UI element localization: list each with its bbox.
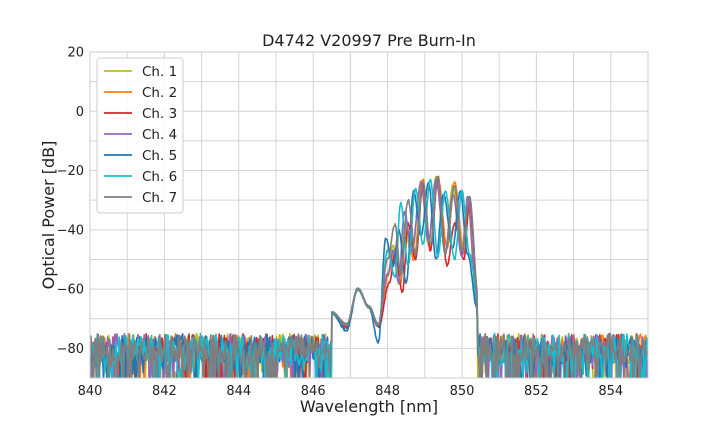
legend-entry: Ch. 7 [142,190,177,206]
series-line-3 [90,177,648,378]
x-axis-label: Wavelength [nm] [300,397,438,416]
x-tick-labels: 840 842 844 846 848 850 852 854 [78,384,624,399]
series-line-5 [90,181,648,378]
legend-entry: Ch. 2 [142,85,177,101]
y-tick-label: 20 [67,46,84,61]
x-tick-label: 840 [78,384,103,399]
series-line-7 [90,175,648,378]
series-line-6 [90,178,648,378]
y-tick-labels: −80 −60 −40 −20 0 20 [57,46,84,357]
plot-series [90,175,648,378]
y-tick-label: 0 [76,105,84,120]
y-tick-label: −40 [57,223,84,238]
legend-entry: Ch. 6 [142,169,177,185]
x-tick-label: 844 [226,384,251,399]
legend-box [96,57,184,214]
chart-title: D4742 V20997 Pre Burn-In [262,31,476,50]
x-tick-label: 850 [450,384,475,399]
x-tick-label: 854 [598,384,623,399]
y-tick-label: −80 [57,342,84,357]
y-axis-label: Optical Power [dB] [39,141,58,290]
series-line-4 [90,178,648,378]
legend: Ch. 1 Ch. 2 Ch. 3 Ch. 4 Ch. 5 Ch. 6 Ch. 7 [96,57,184,214]
legend-entry: Ch. 4 [142,127,177,143]
x-tick-label: 846 [301,384,326,399]
legend-entry: Ch. 3 [142,106,177,122]
legend-entry: Ch. 5 [142,148,177,164]
x-tick-label: 852 [524,384,549,399]
x-tick-label: 848 [375,384,400,399]
legend-entry: Ch. 1 [142,64,177,80]
y-tick-label: −60 [57,283,84,298]
y-tick-label: −20 [57,164,84,179]
plot-frame [89,51,649,379]
grid [89,51,649,379]
x-tick-label: 842 [152,384,177,399]
